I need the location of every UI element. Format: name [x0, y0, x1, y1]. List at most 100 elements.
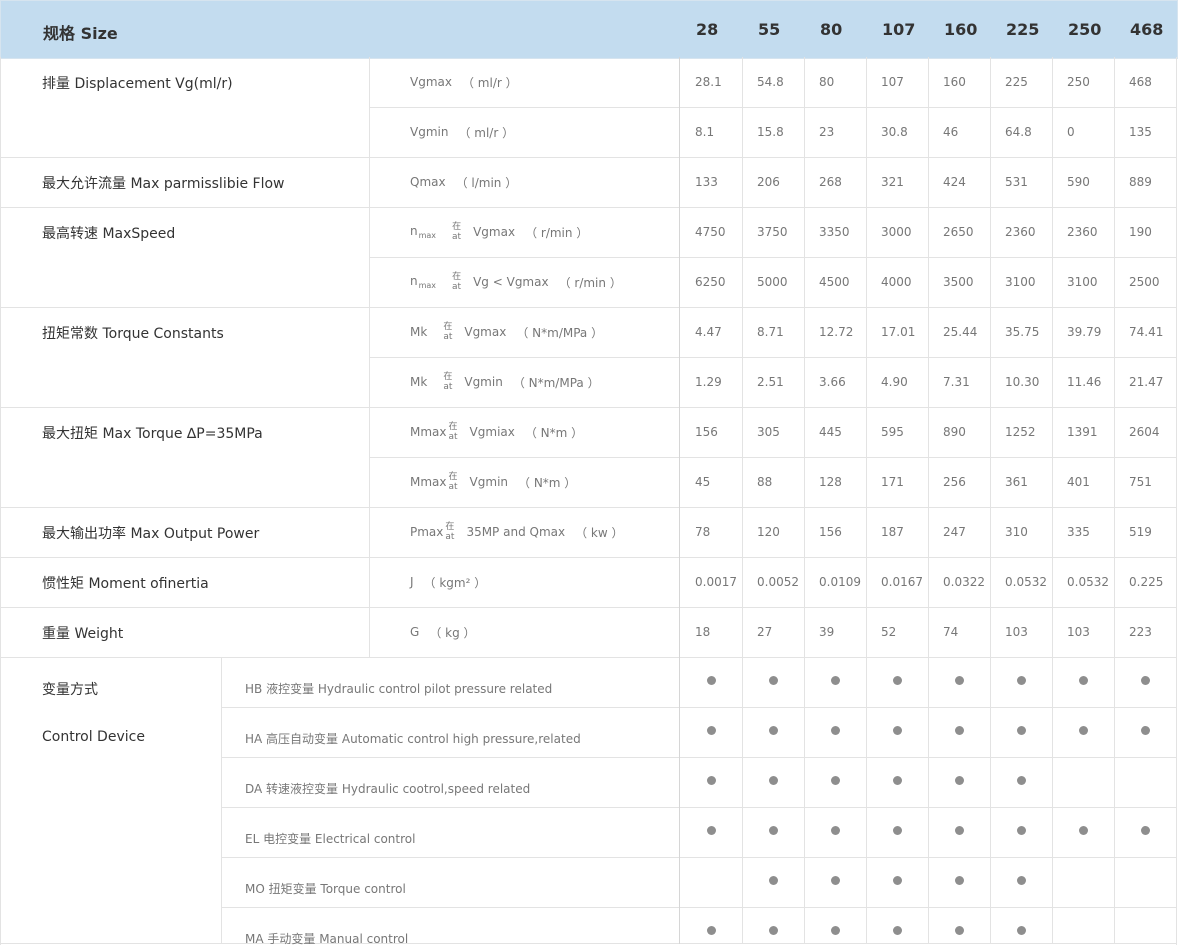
value-cell: 27	[757, 625, 773, 639]
at-zh: 在	[445, 522, 455, 532]
value-cell: 4500	[819, 275, 850, 289]
at-condition-label: 在 at	[449, 472, 458, 492]
unit: （ r/min ）	[558, 275, 622, 290]
value-cell: 401	[1067, 475, 1090, 489]
value-cell: 889	[1129, 175, 1152, 189]
parameter-label: 最大允许流量 Max parmisslibie Flow	[42, 176, 285, 192]
value-cell: 590	[1067, 175, 1090, 189]
availability-dot-icon	[955, 826, 964, 835]
column-divider	[742, 57, 743, 944]
value-cell: 187	[881, 525, 904, 539]
value-cell: 4000	[881, 275, 912, 289]
symbol: Vgmin	[410, 125, 449, 139]
value-cell: 3100	[1067, 275, 1098, 289]
availability-dot-icon	[831, 676, 840, 685]
table-header: 规格 Size 28 55 80 107 160 225 250 468	[0, 0, 1178, 59]
value-cell: 0.0017	[695, 575, 737, 589]
row-divider	[370, 457, 1176, 458]
size-468-header: 468	[1130, 20, 1164, 39]
availability-dot-icon	[1017, 726, 1026, 735]
value-cell: 2360	[1067, 225, 1098, 239]
at-en: at	[448, 482, 458, 492]
value-cell: 10.30	[1005, 375, 1040, 389]
value-cell: 250	[1067, 75, 1090, 89]
symbol: Mmax	[410, 425, 447, 439]
at-condition-label: 在 at	[443, 372, 452, 392]
symbol: J	[410, 575, 414, 589]
availability-dot-icon	[1079, 826, 1088, 835]
parameter-label: 最高转速 MaxSpeed	[42, 226, 176, 242]
value-cell: 305	[757, 425, 780, 439]
at-zh: 在	[452, 272, 462, 282]
control-device-label-en: Control Device	[42, 729, 145, 745]
at-en: at	[452, 232, 462, 242]
value-cell: 17.01	[881, 325, 916, 339]
value-cell: 3500	[943, 275, 974, 289]
size-28-header: 28	[696, 20, 719, 39]
unit: （ r/min ）	[525, 225, 589, 240]
parameter-subrow-label: Vgmax （ ml/r ）	[410, 71, 518, 93]
unit: （ N*m/MPa ）	[512, 375, 600, 390]
value-cell: 0.0532	[1005, 575, 1047, 589]
availability-dot-icon	[707, 676, 716, 685]
at-condition-label: 在 at	[449, 422, 458, 442]
availability-dot-icon	[707, 726, 716, 735]
value-cell: 335	[1067, 525, 1090, 539]
value-cell: 45	[695, 475, 711, 489]
value-cell: 751	[1129, 475, 1152, 489]
value-cell: 107	[881, 75, 904, 89]
at-condition-label: 在 at	[443, 322, 452, 342]
availability-dot-icon	[707, 826, 716, 835]
condition: Vgmiax	[469, 425, 515, 439]
value-cell: 18	[695, 625, 711, 639]
row-divider	[0, 157, 1177, 158]
symbol: Mk	[410, 375, 428, 389]
parameter-label: 排量 Displacement Vg(ml/r)	[42, 76, 233, 92]
row-divider	[0, 307, 1177, 308]
value-cell: 12.72	[819, 325, 854, 339]
parameter-subrow-label: nmax 在 at Vgmax （ r/min ）	[410, 221, 588, 243]
at-en: at	[443, 332, 453, 342]
value-cell: 156	[819, 525, 842, 539]
control-option-label: MO 扭矩变量 Torque control	[245, 882, 406, 896]
size-225-header: 225	[1006, 20, 1040, 39]
availability-dot-icon	[769, 776, 778, 785]
unit: （ kw ）	[575, 525, 624, 540]
symbol: G	[410, 625, 420, 639]
value-cell: 1252	[1005, 425, 1036, 439]
value-cell: 30.8	[881, 125, 908, 139]
value-cell: 15.8	[757, 125, 784, 139]
availability-dot-icon	[893, 926, 902, 935]
value-cell: 128	[819, 475, 842, 489]
row-divider	[222, 807, 1176, 808]
column-divider	[990, 57, 991, 944]
value-cell: 225	[1005, 75, 1028, 89]
parameter-subrow-label: nmax 在 at Vg < Vgmax （ r/min ）	[410, 271, 622, 293]
value-cell: 206	[757, 175, 780, 189]
value-cell: 2650	[943, 225, 974, 239]
availability-dot-icon	[707, 926, 716, 935]
control-device-label-zh: 变量方式	[42, 682, 98, 698]
at-zh: 在	[443, 372, 453, 382]
availability-dot-icon	[769, 726, 778, 735]
at-zh: 在	[448, 422, 458, 432]
at-en: at	[443, 382, 453, 392]
size-250-header: 250	[1068, 20, 1102, 39]
control-option-label: MA 手动变量 Manual control	[245, 932, 409, 946]
value-cell: 2.51	[757, 375, 784, 389]
value-cell: 2604	[1129, 425, 1160, 439]
column-divider	[679, 57, 680, 944]
availability-dot-icon	[1079, 726, 1088, 735]
availability-dot-icon	[893, 876, 902, 885]
control-option-label: EL 电控变量 Electrical control	[245, 832, 416, 846]
unit: （ kg ）	[429, 625, 476, 640]
value-cell: 74.41	[1129, 325, 1164, 339]
row-divider	[0, 407, 1177, 408]
value-cell: 28.1	[695, 75, 722, 89]
row-divider	[0, 557, 1177, 558]
parameter-subrow-label: Pmax 在 at 35MP and Qmax （ kw ）	[410, 521, 624, 543]
value-cell: 160	[943, 75, 966, 89]
parameter-subrow-label: Mk 在 at Vgmin （ N*m/MPa ）	[410, 371, 600, 393]
value-cell: 2360	[1005, 225, 1036, 239]
size-107-header: 107	[882, 20, 916, 39]
